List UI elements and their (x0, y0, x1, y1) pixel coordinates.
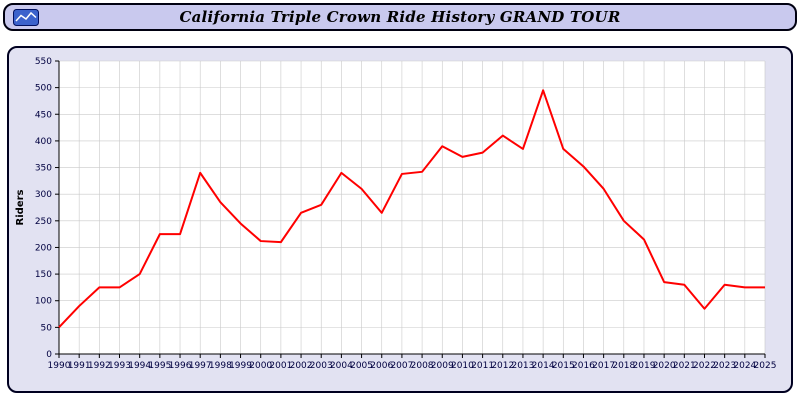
x-tick-label: 2000 (249, 361, 272, 371)
y-tick-label: 50 (41, 323, 53, 333)
y-tick-label: 450 (35, 110, 52, 120)
x-tick-label: 2017 (592, 361, 615, 371)
x-tick-label: 2008 (411, 361, 434, 371)
ride-history-chart: 0501001502002503003504004505005501990199… (15, 57, 777, 371)
x-tick-label: 2009 (431, 361, 454, 371)
x-tick-label: 2013 (511, 361, 534, 371)
x-tick-label: 1999 (229, 361, 252, 371)
x-tick-label: 2001 (269, 361, 292, 371)
y-tick-label: 300 (35, 190, 52, 200)
x-tick-label: 2002 (290, 361, 313, 371)
y-tick-label: 250 (35, 217, 52, 227)
x-tick-label: 1997 (189, 361, 212, 371)
y-axis-title: Riders (15, 189, 26, 225)
x-tick-label: 2012 (491, 361, 514, 371)
x-tick-label: 1994 (128, 361, 151, 371)
y-tick-label: 400 (35, 137, 52, 147)
x-tick-label: 2020 (653, 361, 676, 371)
x-tick-label: 2005 (350, 361, 373, 371)
x-tick-label: 1995 (148, 361, 171, 371)
mini-line-chart-icon (13, 9, 39, 26)
y-tick-label: 100 (35, 297, 52, 307)
x-tick-label: 2021 (673, 361, 696, 371)
y-tick-label: 150 (35, 270, 52, 280)
x-tick-label: 2025 (754, 361, 777, 371)
x-tick-label: 2004 (330, 361, 353, 371)
x-tick-label: 2010 (451, 361, 474, 371)
y-tick-label: 500 (35, 84, 52, 94)
x-tick-label: 2024 (733, 361, 756, 371)
x-tick-label: 2018 (612, 361, 635, 371)
x-tick-label: 2003 (310, 361, 333, 371)
x-tick-label: 2023 (713, 361, 736, 371)
x-tick-label: 2006 (370, 361, 393, 371)
logo-icon[interactable] (13, 9, 39, 26)
x-tick-label: 2011 (471, 361, 494, 371)
x-tick-label: 1990 (48, 361, 71, 371)
x-tick-label: 1996 (169, 361, 192, 371)
chart-panel: 0 50 100 150 200 250 300 350 400 450 500 550 1990 199… (7, 46, 793, 393)
x-tick-label: 2019 (633, 361, 656, 371)
riders-line-series (58, 89, 765, 329)
x-tick-label: 2016 (572, 361, 595, 371)
x-tick-label: 1998 (209, 361, 232, 371)
x-tick-label: 2015 (552, 361, 575, 371)
y-tick-label: 0 (46, 350, 52, 360)
y-tick-label: 200 (35, 243, 52, 253)
x-tick-label: 1993 (108, 361, 131, 371)
chart-title: California Triple Crown Ride History GRA… (179, 8, 621, 26)
title-bar: California Triple Crown Ride History GRA… (3, 3, 797, 31)
y-tick-label: 550 (35, 57, 52, 67)
x-tick-label: 2007 (390, 361, 413, 371)
x-tick-label: 2014 (532, 361, 555, 371)
x-tick-label: 2022 (693, 361, 716, 371)
x-tick-label: 1991 (68, 361, 91, 371)
y-tick-label: 350 (35, 164, 52, 174)
x-tick-label: 1992 (88, 361, 111, 371)
plot-area (59, 61, 765, 354)
